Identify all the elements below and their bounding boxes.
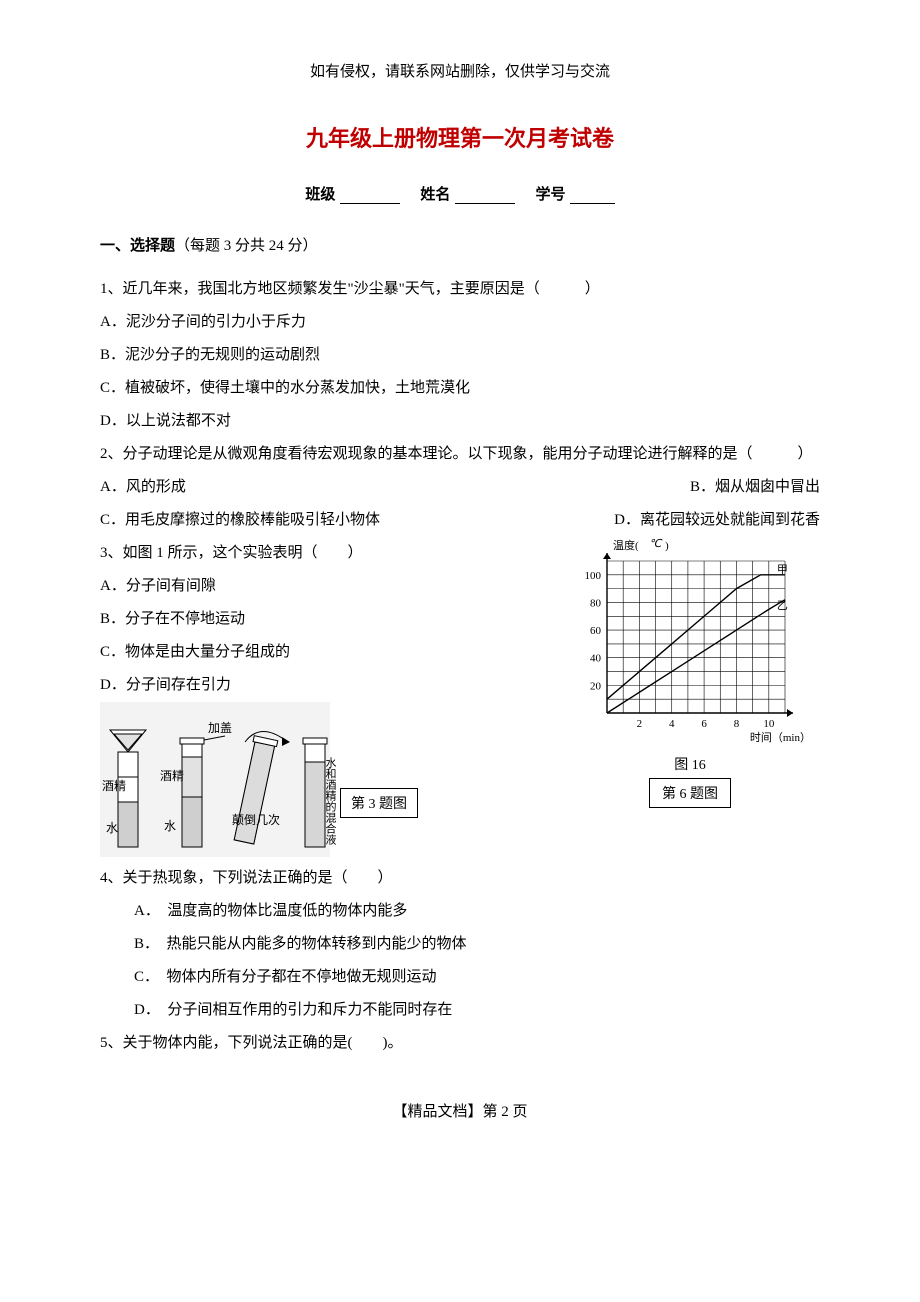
figure-6-sublabel: 图 16: [560, 754, 820, 774]
figure-3: 酒精 水 加盖 酒精 水: [100, 702, 420, 862]
svg-text:2: 2: [637, 718, 643, 730]
svg-text:10: 10: [763, 718, 775, 730]
id-label: 学号: [535, 186, 565, 203]
q1-opt-a: A．泥沙分子间的引力小于斥力: [100, 306, 820, 339]
fig3-label-diandao: 颠倒几次: [232, 812, 280, 827]
figure-6-caption: 第 6 题图: [649, 778, 731, 808]
figure-3-svg: 酒精 水 加盖 酒精 水: [100, 702, 420, 857]
svg-text:甲: 甲: [777, 564, 788, 576]
svg-text:20: 20: [590, 680, 602, 692]
q4-opt-d: D． 分子间相互作用的引力和斥力不能同时存在: [100, 994, 820, 1027]
figure-6-svg: 2 4 6 8 10 20 40 60 80 100 温度( ℃) 时间（min） 甲乙: [565, 537, 815, 747]
q2-opt-c: C．用毛皮摩擦过的橡胶棒能吸引轻小物体: [100, 504, 380, 537]
svg-text:8: 8: [734, 718, 740, 730]
figure-6: 2 4 6 8 10 20 40 60 80 100 温度( ℃) 时间（min） 甲乙 图 16 第 6…: [560, 537, 820, 808]
page-footer: 【精品文档】第 2 页: [100, 1100, 820, 1121]
header-note: 如有侵权，请联系网站删除，仅供学习与交流: [100, 60, 820, 81]
page-title: 九年级上册物理第一次月考试卷: [100, 121, 820, 153]
fig3-label-jiagai: 加盖: [208, 721, 232, 735]
q2-stem: 2、分子动理论是从微观角度看待宏观现象的基本理论。以下现象，能用分子动理论进行解…: [100, 438, 820, 471]
q4-opt-b: B． 热能只能从内能多的物体转移到内能少的物体: [100, 928, 820, 961]
svg-text:℃: ℃: [649, 538, 663, 550]
q4-stem: 4、关于热现象，下列说法正确的是（ ）: [100, 862, 820, 895]
name-label: 姓名: [420, 186, 450, 203]
q5-stem: 5、关于物体内能，下列说法正确的是( )。: [100, 1027, 820, 1060]
q1-opt-d: D．以上说法都不对: [100, 405, 820, 438]
section-heading-bold: 一、选择题: [100, 237, 175, 254]
q1-opt-b: B．泥沙分子的无规则的运动剧烈: [100, 339, 820, 372]
q1-stem: 1、近几年来，我国北方地区频繁发生"沙尘暴"天气，主要原因是（ ）: [100, 273, 820, 306]
q3-stem: 3、如图 1 所示，这个实验表明（ ）: [100, 537, 560, 570]
q2-opt-a: A．风的形成: [100, 471, 186, 504]
section-heading: 一、选择题（每题 3 分共 24 分）: [100, 234, 820, 255]
student-info-line: 班级 姓名 学号: [100, 183, 820, 204]
name-blank[interactable]: [455, 185, 515, 204]
svg-text:60: 60: [590, 625, 602, 637]
section-heading-rest: （每题 3 分共 24 分）: [175, 238, 318, 254]
svg-text:): ): [665, 540, 669, 552]
fig3-label-shui1: 水: [106, 821, 118, 835]
q2-opt-d: D．离花园较远处就能闻到花香: [614, 504, 820, 537]
fig3-label-shui2: 水: [164, 819, 176, 833]
svg-text:100: 100: [585, 570, 602, 582]
id-blank[interactable]: [570, 185, 615, 204]
svg-text:4: 4: [669, 718, 675, 730]
figure-3-caption: 第 3 题图: [340, 788, 418, 818]
q2-opt-b: B．烟从烟囱中冒出: [690, 471, 820, 504]
class-label: 班级: [305, 186, 335, 203]
q3-opt-b: B．分子在不停地运动: [100, 603, 560, 636]
q4-opt-a: A． 温度高的物体比温度低的物体内能多: [100, 895, 820, 928]
svg-text:温度(: 温度(: [613, 538, 639, 552]
svg-text:80: 80: [590, 597, 602, 609]
q3-opt-c: C．物体是由大量分子组成的: [100, 636, 560, 669]
q1-opt-c: C．植被破坏，使得土壤中的水分蒸发加快，土地荒漠化: [100, 372, 820, 405]
svg-text:乙: 乙: [777, 599, 788, 612]
svg-text:时间（min）: 时间（min）: [750, 731, 811, 744]
fig3-label-mix: 水和酒精的混合液: [324, 757, 337, 846]
q4-opt-c: C． 物体内所有分子都在不停地做无规则运动: [100, 961, 820, 994]
q3-opt-a: A．分子间有间隙: [100, 570, 560, 603]
class-blank[interactable]: [340, 185, 400, 204]
fig3-label-jiujing2: 酒精: [160, 769, 184, 783]
svg-text:40: 40: [590, 653, 602, 665]
q3-opt-d: D．分子间存在引力: [100, 669, 560, 702]
fig3-label-jiujing1: 酒精: [102, 779, 126, 793]
svg-text:6: 6: [701, 718, 707, 730]
